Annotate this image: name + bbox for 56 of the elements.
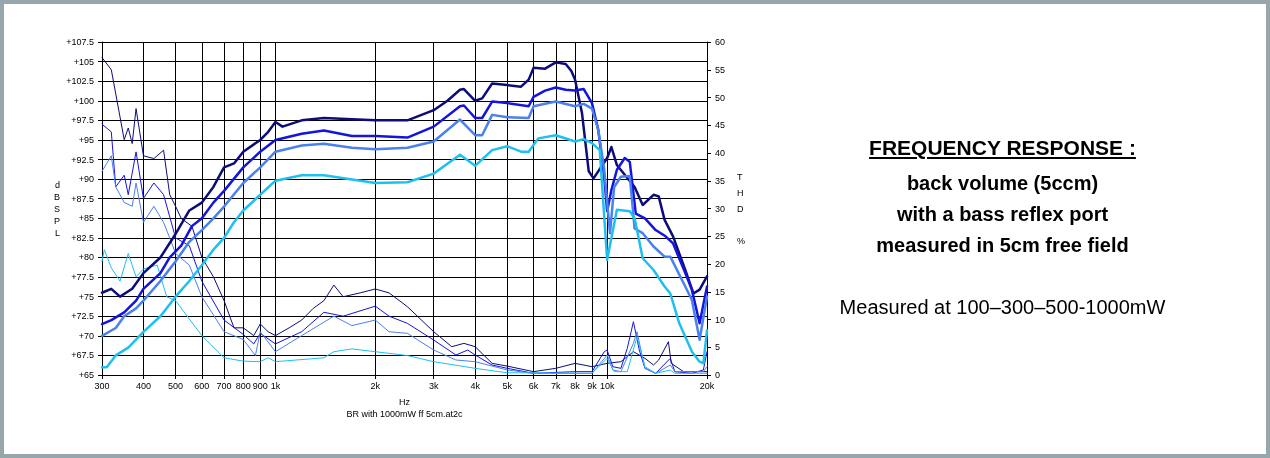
x-tick-label: 800 <box>235 380 251 391</box>
y-tick-label: +92.5 <box>71 154 94 165</box>
y-tick-label: +105 <box>73 56 94 67</box>
x-tick-label: 400 <box>135 380 151 391</box>
y2-tick-label: 15 <box>715 286 726 297</box>
text: BR with 1000mW ff 5cm.at2c <box>345 409 464 419</box>
x-tick-label: 6k <box>528 380 539 391</box>
x-axis-title: Hz <box>399 396 411 407</box>
y2-tick-label: 0 <box>715 370 721 380</box>
y2-tick-label: 60 <box>715 37 726 47</box>
y-tick-label: +97.5 <box>71 115 94 126</box>
y2-tick-label: 55 <box>715 64 726 75</box>
x-tick-label: 7k <box>551 380 562 391</box>
text: THD % <box>737 171 746 246</box>
x-tick-label: 2k <box>370 380 381 391</box>
x-tick-label: 500 <box>168 380 184 391</box>
y-tick-label: +90 <box>78 174 94 185</box>
x-tick-label: 5k <box>502 380 513 391</box>
text: back volume (5ccm) with a bass reflex port measured in 5cm free field <box>875 171 1130 258</box>
x-tick-label: 10k <box>599 380 615 391</box>
y-tick-label: +80 <box>78 252 94 263</box>
y2-tick-label: 10 <box>715 314 726 325</box>
y2-tick-label: 50 <box>715 92 726 103</box>
x-tick-label: 900 <box>252 380 268 391</box>
y-tick-label: +107.5 <box>66 37 94 47</box>
y2-tick-label: 45 <box>715 120 726 131</box>
y-tick-label: +67.5 <box>71 350 94 361</box>
x-tick-label: 4k <box>470 380 481 391</box>
x-tick-label: 600 <box>194 380 210 391</box>
y-tick-label: +95 <box>78 134 94 145</box>
y-tick-label: +85 <box>78 213 94 224</box>
x-tick-label: 700 <box>216 380 232 391</box>
x-tick-label: 3k <box>428 380 439 391</box>
x-tick-label: 300 <box>94 380 110 391</box>
x-tick-label: 8k <box>570 380 581 391</box>
y-tick-label: +87.5 <box>71 193 94 204</box>
y2-tick-label: 5 <box>715 342 721 353</box>
y2-tick-label: 30 <box>715 203 726 214</box>
y2-tick-label: 25 <box>715 231 726 242</box>
y2-tick-label: 40 <box>715 148 726 158</box>
y-tick-label: +100 <box>73 95 94 106</box>
y-tick-label: +65 <box>78 370 94 380</box>
x-tick-label: 9k <box>587 380 598 391</box>
text: Measured at 100–300–500-1000mW <box>838 296 1167 319</box>
y2-tick-label: 35 <box>715 175 726 186</box>
x-tick-label: 20k <box>699 380 715 391</box>
y-tick-label: +75 <box>78 291 94 302</box>
y-tick-label: +77.5 <box>71 272 94 283</box>
y-tick-label: +102.5 <box>66 76 94 87</box>
y-tick-label: +70 <box>78 330 94 341</box>
y2-tick-label: 20 <box>715 259 726 269</box>
y-tick-label: +72.5 <box>71 311 94 322</box>
y-axis-title: dBSPL <box>53 179 60 238</box>
y-tick-label: +82.5 <box>71 232 94 243</box>
text: FREQUENCY RESPONSE : <box>869 136 1136 159</box>
x-tick-label: 1k <box>270 380 281 391</box>
